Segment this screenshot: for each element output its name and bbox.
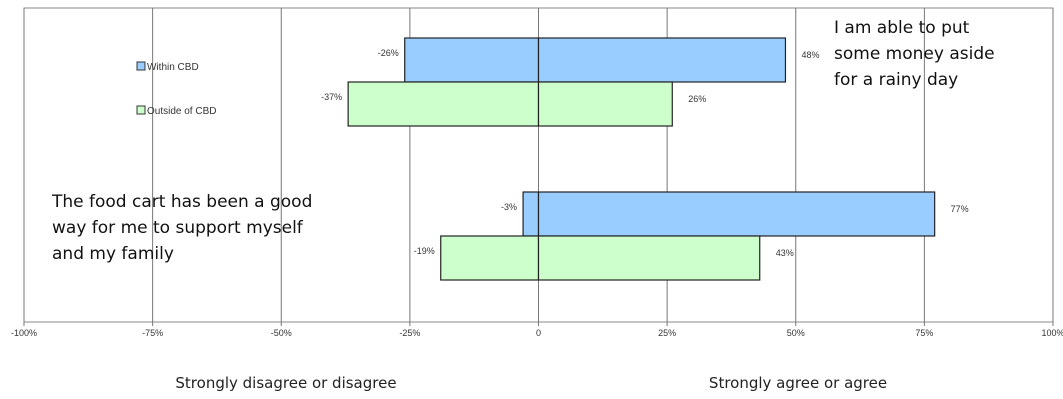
data-label-positive: 77% [951, 204, 969, 214]
legend-swatch [136, 105, 146, 115]
data-label-negative: -37% [321, 92, 342, 102]
legend-label: Within CBD [147, 62, 199, 73]
bar-positive [537, 235, 761, 281]
x-tick-label: -75% [142, 328, 163, 338]
x-tick-label: -100% [11, 328, 37, 338]
x-tick-label: 100% [1041, 328, 1063, 338]
bar-positive [537, 81, 673, 127]
x-tick-label: 0 [536, 328, 541, 338]
annotation-line: The food cart has been a good [51, 192, 312, 212]
annotation-line: and my family [52, 244, 174, 264]
bar-negative [440, 235, 540, 281]
data-label-negative: -3% [501, 202, 517, 212]
caption-right: Strongly agree or agree [709, 374, 887, 392]
x-tick-label: -50% [271, 328, 292, 338]
legend-label: Outside of CBD [147, 106, 216, 117]
annotation-line: I am able to put [834, 18, 970, 38]
bar-positive [537, 191, 936, 237]
x-tick-label: 25% [658, 328, 676, 338]
legend-swatch [136, 61, 146, 71]
data-label-positive: 43% [776, 248, 794, 258]
data-label-negative: -19% [414, 246, 435, 256]
data-label-positive: 26% [688, 94, 706, 104]
annotation-line: for a rainy day [834, 70, 958, 90]
annotation-line: some money aside [834, 44, 995, 64]
bar-negative [522, 191, 540, 237]
annotation-line: way for me to support myself [52, 218, 304, 238]
bar-positive [537, 37, 787, 83]
data-label-positive: 48% [801, 50, 819, 60]
data-label-negative: -26% [378, 48, 399, 58]
x-tick-label: -25% [399, 328, 420, 338]
bar-negative [404, 37, 540, 83]
x-tick-label: 50% [787, 328, 805, 338]
bar-negative [347, 81, 540, 127]
x-tick-label: 75% [915, 328, 933, 338]
caption-left: Strongly disagree or disagree [175, 374, 396, 392]
